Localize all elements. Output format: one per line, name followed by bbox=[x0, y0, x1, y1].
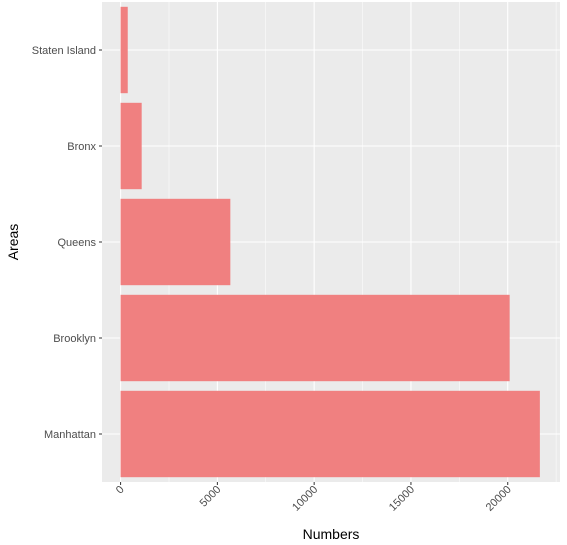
y-tick-label: Brooklyn bbox=[53, 333, 96, 345]
x-tick-label: 5000 bbox=[198, 484, 224, 510]
bars bbox=[120, 6, 540, 478]
y-axis: Manhattan Brooklyn Queens Bronx Staten Islan… bbox=[32, 45, 102, 441]
y-tick-label: Bronx bbox=[67, 141, 96, 153]
bar-queens bbox=[120, 198, 231, 286]
y-tick-label: Manhattan bbox=[44, 429, 96, 441]
y-axis-title: Areas bbox=[5, 224, 21, 261]
bar-staten-island bbox=[120, 6, 128, 94]
bar-manhattan bbox=[120, 390, 540, 478]
y-tick-label: Queens bbox=[57, 237, 96, 249]
x-axis-title: Numbers bbox=[303, 526, 360, 542]
bar-brooklyn bbox=[120, 294, 510, 382]
bar-bronx bbox=[120, 102, 142, 190]
x-tick-label: 0 bbox=[114, 484, 127, 497]
x-tick-label: 20000 bbox=[484, 484, 514, 514]
y-tick-label: Staten Island bbox=[32, 45, 96, 57]
x-tick-label: 15000 bbox=[387, 484, 417, 514]
x-axis: 0 5000 10000 15000 20000 bbox=[114, 482, 514, 514]
x-tick-label: 10000 bbox=[290, 484, 320, 514]
